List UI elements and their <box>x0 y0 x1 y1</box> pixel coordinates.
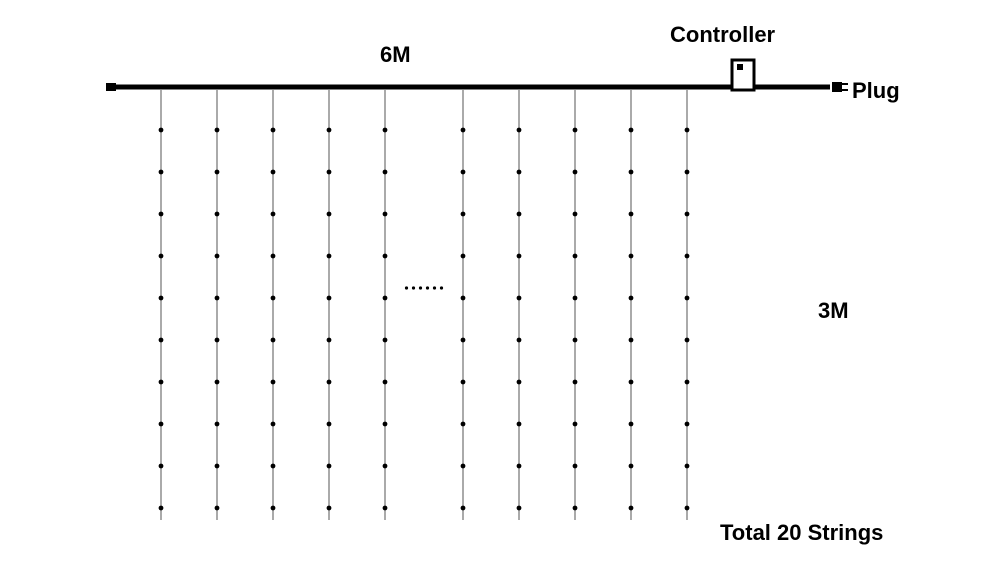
label-controller: Controller <box>670 22 775 48</box>
diagram-svg <box>0 0 990 576</box>
label-plug: Plug <box>852 78 900 104</box>
diagram-canvas: 6M Controller Plug 3M Total 20 Strings <box>0 0 990 576</box>
label-total-strings: Total 20 Strings <box>720 520 883 546</box>
label-height: 3M <box>818 298 849 324</box>
label-width: 6M <box>380 42 411 68</box>
